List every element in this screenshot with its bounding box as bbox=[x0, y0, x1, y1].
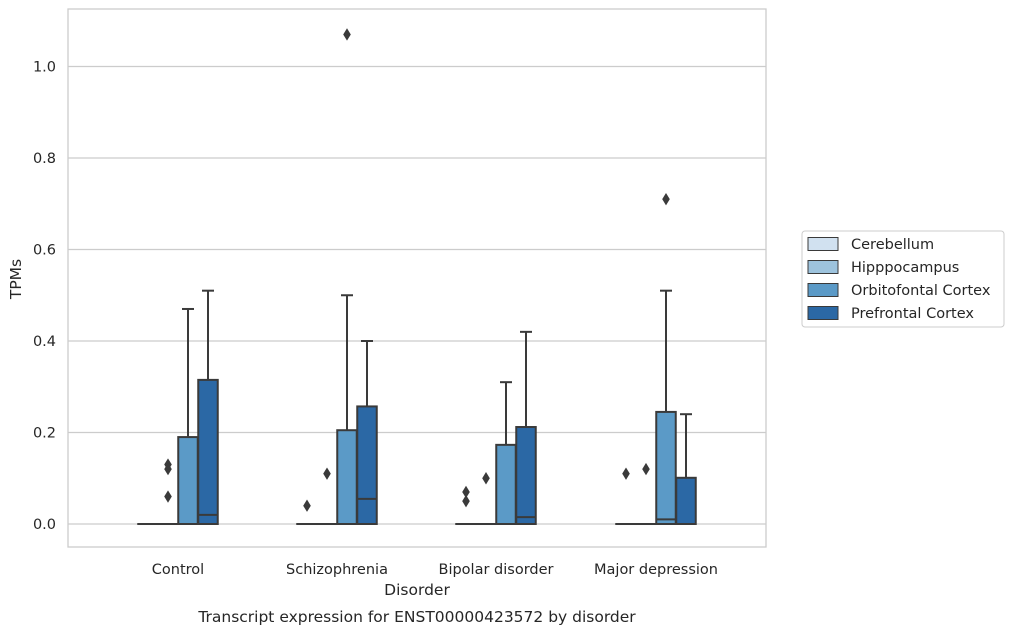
legend-label: Hipppocampus bbox=[851, 260, 959, 276]
box-3-0 bbox=[615, 467, 637, 526]
boxes bbox=[137, 28, 697, 526]
legend-label: Orbitofontal Cortex bbox=[851, 283, 991, 299]
chart-caption: Transcript expression for ENST0000042357… bbox=[197, 608, 636, 626]
box-1-3 bbox=[356, 340, 378, 525]
y-tick-label: 0.4 bbox=[33, 334, 56, 350]
legend-swatch bbox=[807, 283, 839, 297]
box-body bbox=[356, 405, 378, 525]
outlier-point bbox=[164, 458, 172, 471]
outlier-point bbox=[164, 490, 172, 503]
box-2-1 bbox=[475, 472, 497, 526]
y-tick-label: 0.8 bbox=[33, 151, 56, 167]
legend-swatch bbox=[807, 260, 839, 274]
legend-label: Cerebellum bbox=[851, 237, 934, 253]
plot-frame bbox=[67, 8, 767, 548]
outlier-point bbox=[482, 472, 490, 485]
box-1-2 bbox=[336, 28, 358, 525]
legend-swatch bbox=[807, 237, 839, 251]
outlier-point bbox=[662, 192, 670, 206]
x-tick-label: Major depression bbox=[594, 562, 718, 578]
x-axis-title: Disorder bbox=[384, 581, 450, 599]
x-tick-label: Control bbox=[152, 562, 204, 578]
x-tick-labels: Control Schizophrenia Bipolar disorder Majo… bbox=[152, 562, 718, 578]
box-2-3 bbox=[515, 330, 537, 526]
box-1-0 bbox=[296, 499, 318, 526]
y-tick-label: 0.2 bbox=[33, 426, 56, 442]
box-body bbox=[675, 476, 697, 526]
legend-swatch bbox=[807, 306, 839, 320]
legend: Cerebellum Hipppocampus Orbitofontal Corte… bbox=[801, 230, 1005, 328]
outlier-point bbox=[343, 28, 351, 41]
box-2-2 bbox=[495, 381, 517, 526]
outlier-point bbox=[642, 462, 650, 476]
box-2-0 bbox=[455, 485, 477, 526]
box-body bbox=[197, 378, 219, 526]
box-0-1 bbox=[157, 458, 179, 526]
y-axis-title: TPMs bbox=[7, 259, 25, 300]
y-tick-label: 0.0 bbox=[33, 517, 56, 533]
x-tick-label: Schizophrenia bbox=[286, 562, 388, 578]
box-3-2 bbox=[655, 192, 677, 526]
box-body bbox=[177, 436, 199, 526]
legend-label: Prefrontal Cortex bbox=[851, 306, 974, 322]
outlier-point bbox=[303, 499, 311, 512]
y-tick-label: 1.0 bbox=[33, 60, 56, 76]
box-body bbox=[655, 410, 677, 526]
box-3-3 bbox=[675, 413, 697, 526]
y-tick-labels: 0.0 0.2 0.4 0.6 0.8 1.0 bbox=[33, 60, 56, 534]
box-3-1 bbox=[635, 462, 657, 526]
outlier-point bbox=[622, 467, 630, 480]
box-1-1 bbox=[316, 467, 338, 526]
y-tick-label: 0.6 bbox=[33, 243, 56, 259]
legend-frame bbox=[801, 230, 1005, 328]
box-body bbox=[495, 443, 517, 526]
outlier-point bbox=[323, 467, 331, 480]
outlier-point bbox=[462, 485, 470, 499]
box-body bbox=[336, 429, 358, 525]
x-tick-label: Bipolar disorder bbox=[439, 562, 554, 578]
box-0-3 bbox=[197, 289, 219, 526]
box-body bbox=[515, 426, 537, 526]
outlier-point bbox=[462, 494, 470, 508]
